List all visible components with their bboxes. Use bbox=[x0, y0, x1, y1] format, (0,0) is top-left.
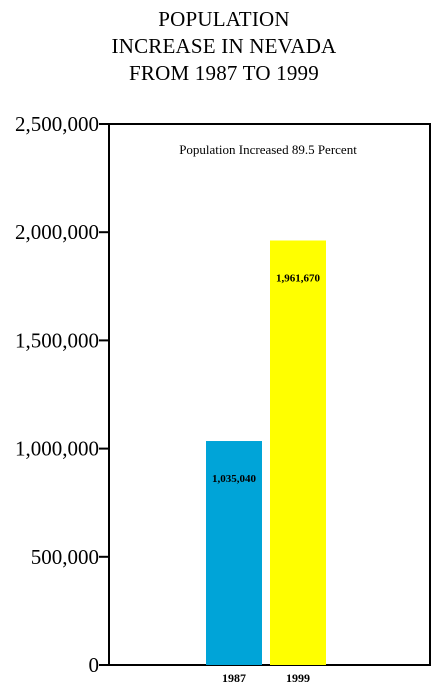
chart-title-line-3: FROM 1987 TO 1999 bbox=[129, 61, 319, 85]
labels: 1,035,040 1987 1,961,670 1999 bbox=[212, 272, 321, 685]
y-tick-label: 500,000 bbox=[31, 545, 99, 569]
bars bbox=[206, 240, 326, 665]
x-category-label: 1987 bbox=[222, 671, 246, 685]
chart-annotation: Population Increased 89.5 Percent bbox=[179, 142, 357, 157]
y-axis: 0 500,000 1,000,000 1,500,000 2,000,000 2,500… bbox=[15, 112, 109, 677]
data-label: 1,035,040 bbox=[212, 473, 257, 485]
plot-area-frame bbox=[108, 123, 431, 666]
y-tick-label: 2,500,000 bbox=[15, 112, 99, 136]
chart-title-line-2: INCREASE IN NEVADA bbox=[111, 34, 337, 58]
bar-1987 bbox=[206, 441, 262, 665]
chart-title-line-1: POPULATION bbox=[158, 7, 290, 31]
bar-1999 bbox=[270, 240, 326, 665]
y-tick-label: 1,000,000 bbox=[15, 437, 99, 461]
chart-title: POPULATION INCREASE IN NEVADA FROM 1987 … bbox=[0, 6, 448, 87]
y-tick-label: 1,500,000 bbox=[15, 328, 99, 352]
y-tick-label: 0 bbox=[89, 653, 100, 677]
x-category-label: 1999 bbox=[286, 671, 310, 685]
data-label: 1,961,670 bbox=[276, 272, 321, 284]
y-tick-label: 2,000,000 bbox=[15, 220, 99, 244]
